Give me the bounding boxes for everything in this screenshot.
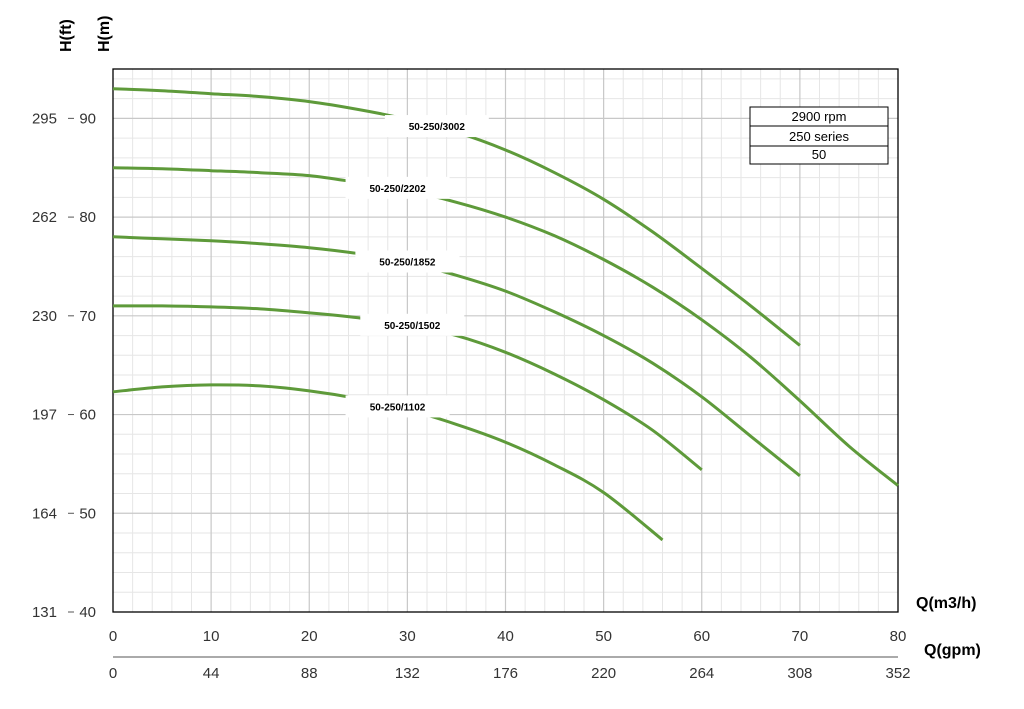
- curve-label-background: [355, 250, 460, 273]
- x-tick-label-gpm: 352: [885, 665, 910, 682]
- curve-label-background: [384, 115, 489, 138]
- y-tick-label-m: 90: [79, 110, 96, 127]
- x-tick-label-m3h: 10: [203, 628, 220, 645]
- curve-label: 50-250/1852: [379, 258, 436, 269]
- y-tick-label-ft: 295: [32, 110, 57, 127]
- legend-box: 2900 rpm 250 series 50: [749, 106, 889, 165]
- y-axis-title-m: H(m): [96, 16, 113, 52]
- curve-label: 50-250/1502: [384, 321, 441, 332]
- x-tick-label-gpm: 308: [787, 665, 812, 682]
- x-axis-title-m3h: Q(m3/h): [916, 595, 976, 612]
- curve-label: 50-250/3002: [409, 122, 466, 133]
- x-tick-label-m3h: 70: [792, 628, 809, 645]
- pump-curve-line: [112, 235, 801, 477]
- y-tick-label-m: 70: [79, 308, 96, 325]
- x-tick-label-gpm: 132: [395, 665, 420, 682]
- x-tick-label-gpm: 176: [493, 665, 518, 682]
- y-tick-label-m: 50: [79, 505, 96, 522]
- x-tick-label-m3h: 50: [595, 628, 612, 645]
- x-tick-label-m3h: 0: [109, 628, 117, 645]
- x-tick-label-m3h: 80: [890, 628, 907, 645]
- curve-label-background: [360, 313, 465, 336]
- y-tick-label-ft: 164: [32, 505, 57, 522]
- y-tick-label-m: 60: [79, 407, 96, 424]
- curve-label-background: [345, 395, 450, 418]
- x-tick-label-gpm: 220: [591, 665, 616, 682]
- x-tick-label-gpm: 88: [301, 665, 318, 682]
- x-tick-label-m3h: 60: [693, 628, 710, 645]
- legend-size: 50: [812, 147, 826, 162]
- pump-curve-line: [112, 166, 899, 487]
- y-tick-label-ft: 131: [32, 604, 57, 621]
- x-tick-label-m3h: 40: [497, 628, 514, 645]
- x-tick-label-gpm: 0: [109, 665, 117, 682]
- curve-label: 50-250/2202: [369, 184, 426, 195]
- x-tick-label-m3h: 30: [399, 628, 416, 645]
- axis-ticks: 0 0 10 44 20 88 30 132 40 176 50 220 60 264 70 308 80 352…: [32, 110, 911, 682]
- y-axis-title-ft: H(ft): [58, 19, 75, 52]
- x-axis-title-gpm: Q(gpm): [924, 642, 981, 659]
- legend-series: 250 series: [789, 129, 849, 144]
- y-tick-label-m: 80: [79, 209, 96, 226]
- curve-label: 50-250/1102: [370, 402, 426, 413]
- curve-label-background: [345, 176, 450, 199]
- y-tick-label-ft: 230: [32, 308, 57, 325]
- plot-frame: [112, 68, 899, 613]
- x-tick-label-gpm: 44: [203, 665, 220, 682]
- x-tick-label-gpm: 264: [689, 665, 714, 682]
- y-tick-label-ft: 197: [32, 407, 57, 424]
- y-tick-label-ft: 262: [32, 209, 57, 226]
- x-tick-label-m3h: 20: [301, 628, 318, 645]
- legend-rpm: 2900 rpm: [792, 109, 847, 124]
- legend-box-border: [749, 106, 889, 165]
- y-tick-label-m: 40: [79, 604, 96, 621]
- curve-labels: 50-250/3002 50-250/2202 50-250/1852 50-250/…: [345, 115, 489, 418]
